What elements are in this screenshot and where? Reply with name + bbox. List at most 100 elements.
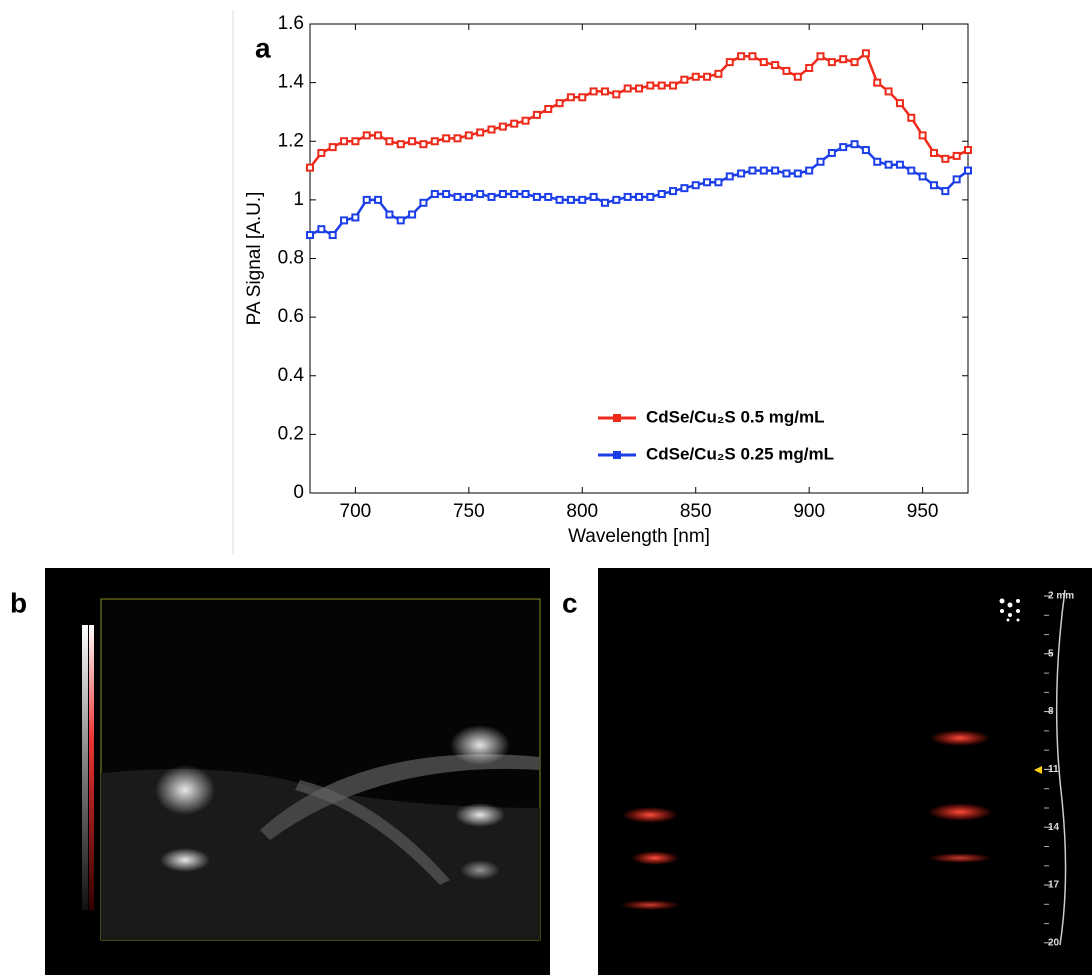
data-marker [328,143,337,152]
data-marker [487,125,496,134]
data-marker [861,146,870,155]
data-marker [453,192,462,201]
data-marker [306,231,314,240]
depth-label: 2 mm [1048,591,1074,602]
y-tick-label: 0.4 [278,365,305,386]
data-marker [430,137,439,146]
data-marker [703,72,712,81]
depth-label: 11 [1048,764,1059,775]
x-tick-label: 800 [566,501,598,522]
data-marker [941,187,950,196]
data-marker [623,84,632,93]
data-marker [669,187,678,196]
data-marker [328,231,337,240]
data-marker [464,192,473,201]
data-marker [816,52,825,61]
data-marker [578,93,587,102]
data-marker [793,72,802,81]
data-marker [566,195,575,204]
data-marker [396,216,405,225]
x-tick-label: 950 [907,501,939,522]
data-marker [850,58,859,67]
x-tick-label: 850 [680,501,712,522]
data-marker [907,113,916,122]
data-marker [714,178,723,187]
data-marker [771,61,780,70]
data-marker [385,137,394,146]
data-marker [782,169,791,178]
data-marker [929,148,938,157]
data-marker [306,163,314,172]
data-marker [589,192,598,201]
data-marker [827,148,836,157]
data-marker [555,99,564,108]
panel-label: b [10,587,27,618]
data-marker [442,190,451,199]
data-marker [612,90,621,99]
data-marker [317,148,326,157]
data-marker [396,140,405,149]
data-marker [952,151,961,160]
data-marker [680,75,689,84]
data-marker [827,58,836,67]
data-marker [873,157,882,166]
data-marker [476,128,485,137]
data-marker [419,198,428,207]
data-marker [646,81,655,90]
legend-swatch [613,451,621,459]
data-marker [544,192,553,201]
y-tick-label: 0.8 [278,248,304,269]
data-marker [771,166,780,175]
data-marker [691,181,700,190]
depth-label: 5 [1048,648,1054,659]
data-marker [839,55,848,64]
data-marker [498,122,507,131]
y-tick-label: 1.4 [278,72,305,93]
data-marker [918,172,927,181]
data-marker [850,140,859,149]
data-marker [657,190,666,199]
data-marker [964,146,972,155]
data-marker [816,157,825,166]
data-marker [691,72,700,81]
data-marker [419,140,428,149]
photoacoustic-image [598,568,1092,975]
data-marker [725,58,734,67]
data-marker [635,192,643,201]
data-marker [793,169,802,178]
data-marker [555,195,564,204]
data-marker [510,190,519,199]
data-marker [703,178,712,187]
data-marker [805,63,814,72]
data-marker [657,81,666,90]
data-marker [759,58,768,67]
data-marker [680,184,689,193]
series-line [309,142,969,237]
data-marker [782,66,791,75]
data-marker [623,192,632,201]
legend-label: CdSe/Cu₂S 0.5 mg/mL [646,407,825,426]
data-marker [737,169,746,178]
data-marker [532,110,541,119]
data-marker [589,87,598,96]
ultrasound-image [45,568,550,975]
x-tick-label: 900 [793,501,825,522]
data-marker [635,84,643,93]
data-marker [532,192,541,201]
data-marker [408,137,417,146]
legend-label: CdSe/Cu₂S 0.25 mg/mL [646,444,834,463]
data-marker [952,175,961,184]
data-marker [941,154,950,163]
data-marker [748,52,757,61]
data-marker [362,131,371,140]
data-marker [895,160,904,169]
y-tick-label: 1 [293,189,304,210]
data-marker [600,198,609,207]
data-marker [748,166,757,175]
data-marker [340,137,349,146]
data-marker [408,210,417,219]
data-marker [476,190,485,199]
data-marker [873,78,882,87]
data-marker [453,134,462,143]
